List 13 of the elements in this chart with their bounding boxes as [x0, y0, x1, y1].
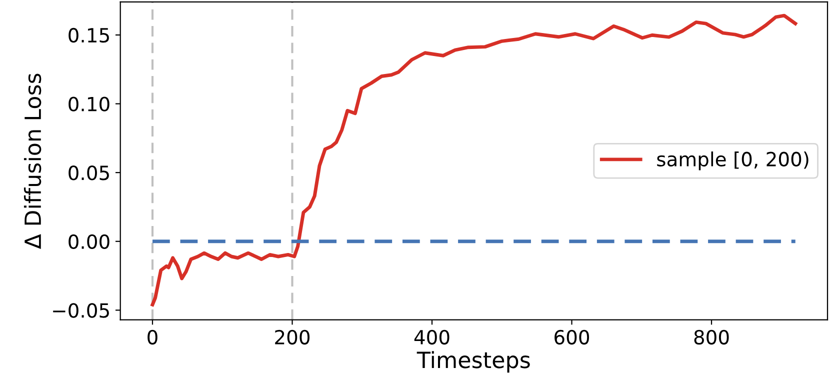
x-tick-label: 600 [554, 330, 590, 345]
x-tick-label: 800 [694, 330, 729, 345]
y-tick-label: 0.05 [68, 166, 109, 180]
y-tick-label: 0.00 [68, 234, 110, 250]
y-tick-label: −0.05 [53, 303, 109, 318]
y-tick-label: 0.10 [68, 96, 110, 112]
x-tick-label: 400 [414, 330, 450, 345]
legend-label: sample [0, 200) [657, 151, 808, 170]
y-axis-title: Δ Diffusion Loss [24, 74, 42, 249]
x-axis-title: Timesteps [416, 351, 530, 373]
x-tick-label: 0 [148, 330, 158, 345]
x-tick-label: 200 [275, 330, 310, 345]
y-tick-label: 0.15 [68, 28, 109, 43]
